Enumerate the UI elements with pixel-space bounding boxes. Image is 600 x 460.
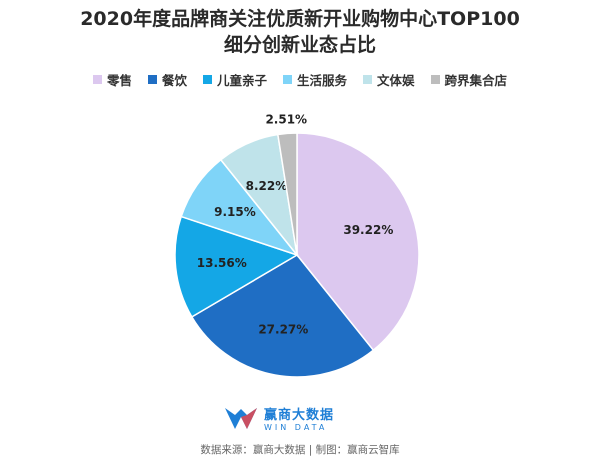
slice-label: 9.15% — [214, 205, 256, 219]
legend-item: 生活服务 — [283, 70, 347, 89]
legend-swatch — [202, 75, 212, 84]
slice-label: 8.22% — [246, 179, 288, 193]
pie-slice — [190, 254, 375, 378]
source-note: 数据来源：赢商大数据 | 制图：赢商云智库 — [200, 444, 400, 456]
legend-label: 文体娱 — [377, 73, 415, 88]
legend-label: 跨界集合店 — [444, 73, 508, 88]
legend-item: 文体娱 — [363, 70, 415, 89]
brand-name-cn: 赢商大数据 — [264, 408, 335, 423]
legend-swatch — [147, 75, 157, 84]
legend-label: 餐饮 — [161, 73, 187, 88]
slice-label: 27.27% — [258, 322, 308, 336]
legend-item: 餐饮 — [147, 70, 187, 89]
legend-label: 儿童亲子 — [216, 73, 267, 88]
legend-swatch — [363, 75, 373, 84]
win-data-logo-icon — [225, 408, 257, 429]
brand-name-en: WIN DATA — [264, 423, 328, 432]
slice-label: 39.22% — [343, 223, 393, 237]
legend-item: 跨界集合店 — [430, 70, 508, 89]
legend-swatch — [92, 75, 102, 84]
legend-label: 零售 — [106, 73, 132, 88]
chart-title: 2020年度品牌商关注优质新开业购物中心TOP100 — [80, 8, 520, 30]
slice-label: 13.56% — [197, 256, 247, 270]
legend-item: 儿童亲子 — [202, 70, 267, 89]
legend-label: 生活服务 — [297, 73, 348, 88]
chart-subtitle: 细分创新业态占比 — [223, 34, 376, 56]
legend-item: 零售 — [92, 70, 132, 89]
legend-swatch — [430, 75, 440, 84]
brand-logo: 赢商大数据 WIN DATA — [224, 404, 334, 432]
pie-slice — [174, 215, 299, 318]
slice-label: 2.51% — [265, 112, 307, 126]
pie-slice — [276, 132, 298, 256]
chart-legend: 零售 餐饮 儿童亲子 生活服务 文体娱 跨界集合店 — [0, 70, 600, 89]
legend-swatch — [283, 75, 292, 84]
pie-slice — [296, 132, 420, 352]
